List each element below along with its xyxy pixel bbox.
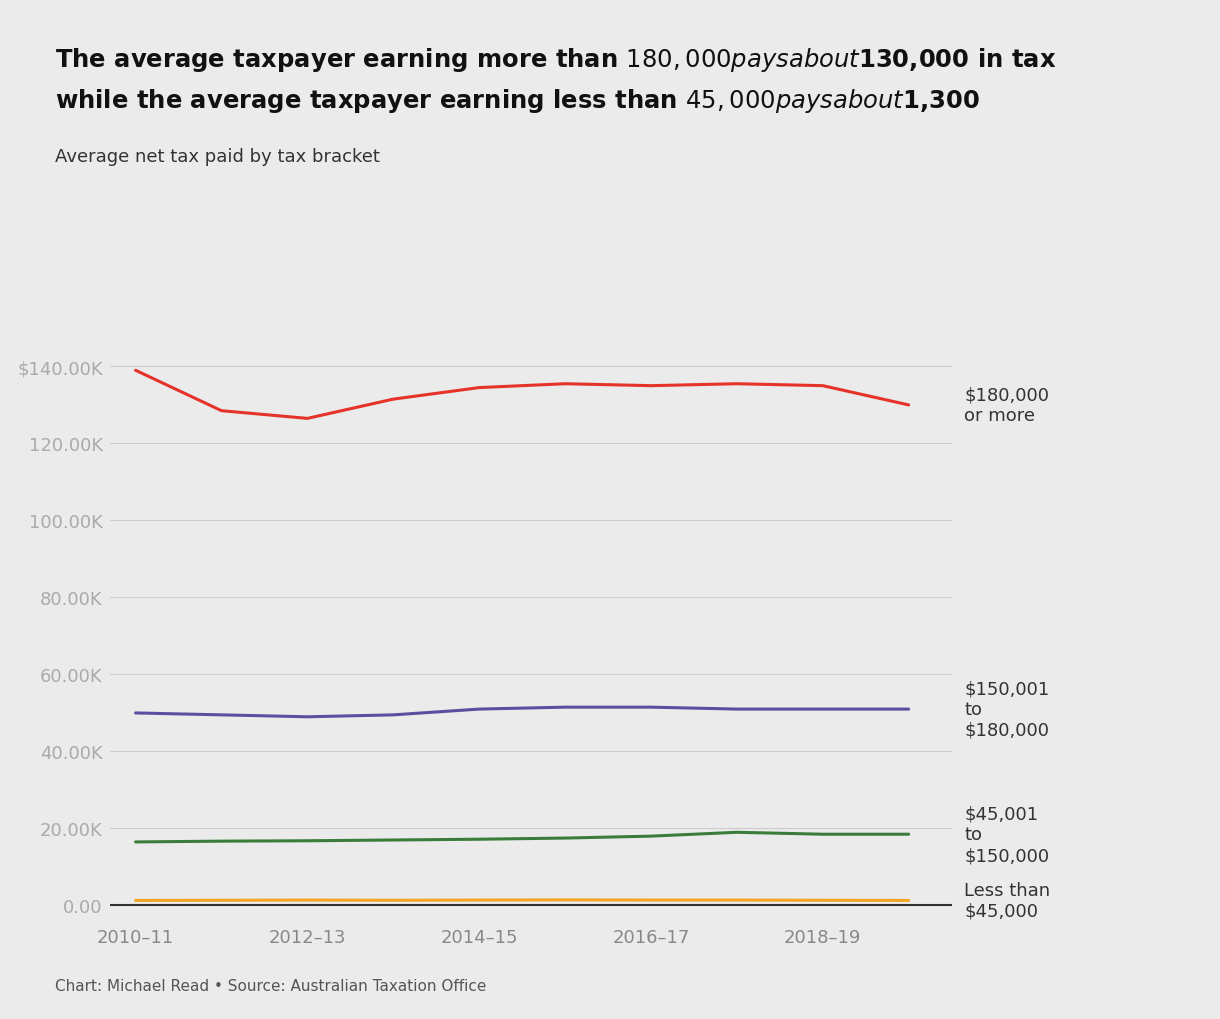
Text: $45,001
to
$150,000: $45,001 to $150,000 [965, 805, 1049, 864]
Text: Chart: Michael Read • Source: Australian Taxation Office: Chart: Michael Read • Source: Australian… [55, 978, 487, 994]
Text: Average net tax paid by tax bracket: Average net tax paid by tax bracket [55, 148, 379, 166]
Text: The average taxpayer earning more than $180,000 pays about $130,000 in tax: The average taxpayer earning more than $… [55, 46, 1057, 73]
Text: Less than
$45,000: Less than $45,000 [965, 881, 1050, 920]
Text: while the average taxpayer earning less than $45,000 pays about $1,300: while the average taxpayer earning less … [55, 87, 980, 114]
Text: $180,000
or more: $180,000 or more [965, 386, 1049, 425]
Text: $150,001
to
$180,000: $150,001 to $180,000 [965, 680, 1049, 739]
